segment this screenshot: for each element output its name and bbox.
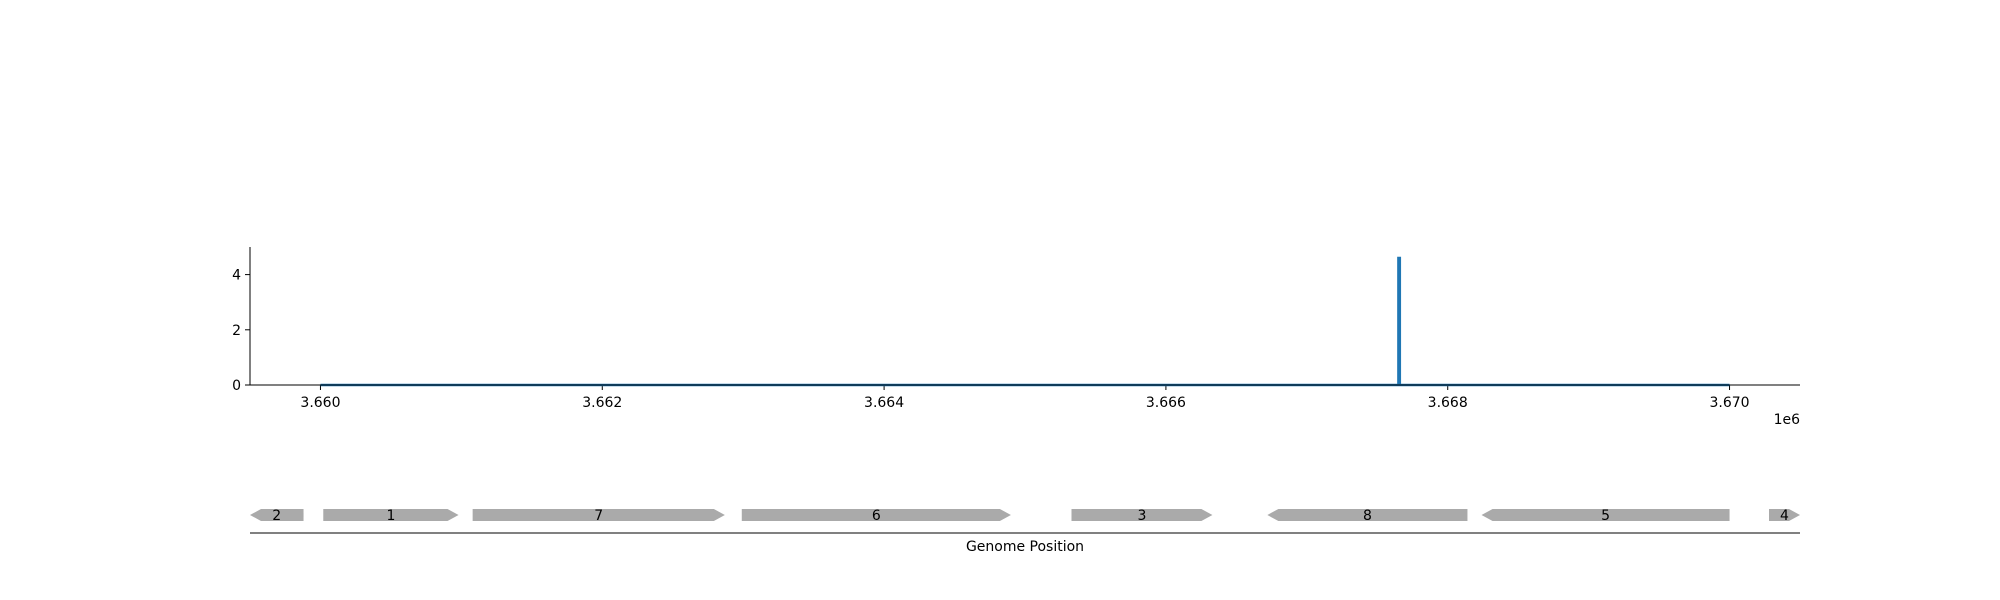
gene-label: 4 <box>1780 508 1789 524</box>
gene-arrow <box>323 509 459 521</box>
x-ticks: 3.660 3.662 3.664 3.666 3.668 3.670 <box>300 385 1750 411</box>
gene-label: 7 <box>594 508 603 524</box>
gene-arrow <box>1267 509 1468 521</box>
gene-label: 3 <box>1137 508 1146 524</box>
gene-arrow <box>1071 509 1213 521</box>
x-tick-label: 3.670 <box>1709 395 1749 411</box>
x-tick-label: 3.664 <box>864 395 904 411</box>
x-tick-label: 3.668 <box>1428 395 1468 411</box>
x-offset-label: 1e6 <box>1774 412 1801 428</box>
gene-label: 6 <box>872 508 881 524</box>
gene-label: 8 <box>1363 508 1372 524</box>
coverage-plot: 0 2 4 3.660 3.662 3.664 3.666 3.668 3.670 1e6 <box>232 247 1800 428</box>
gene-arrow <box>741 509 1011 521</box>
gene-track: 2 1 7 6 3 8 5 4 Genome Position <box>250 508 1800 555</box>
coverage-series-line <box>320 256 1730 387</box>
gene-label: 1 <box>386 508 395 524</box>
gene-arrow <box>472 509 725 521</box>
gene-label: 5 <box>1601 508 1610 524</box>
gene-arrow <box>1481 509 1730 521</box>
x-tick-label: 3.666 <box>1146 395 1186 411</box>
x-tick-label: 3.662 <box>582 395 622 411</box>
gene-arrow <box>250 509 304 521</box>
x-tick-label: 3.660 <box>300 395 340 411</box>
y-tick-label: 2 <box>232 323 241 339</box>
gene-arrow <box>1769 509 1800 521</box>
gene-shapes: 2 1 7 6 3 8 5 4 <box>250 508 1800 524</box>
gene-label: 2 <box>272 508 281 524</box>
series-group <box>320 256 1730 387</box>
y-tick-label: 0 <box>232 378 241 394</box>
x-axis-title: Genome Position <box>966 539 1084 555</box>
y-ticks: 0 2 4 <box>232 268 250 394</box>
y-tick-label: 4 <box>232 268 241 284</box>
